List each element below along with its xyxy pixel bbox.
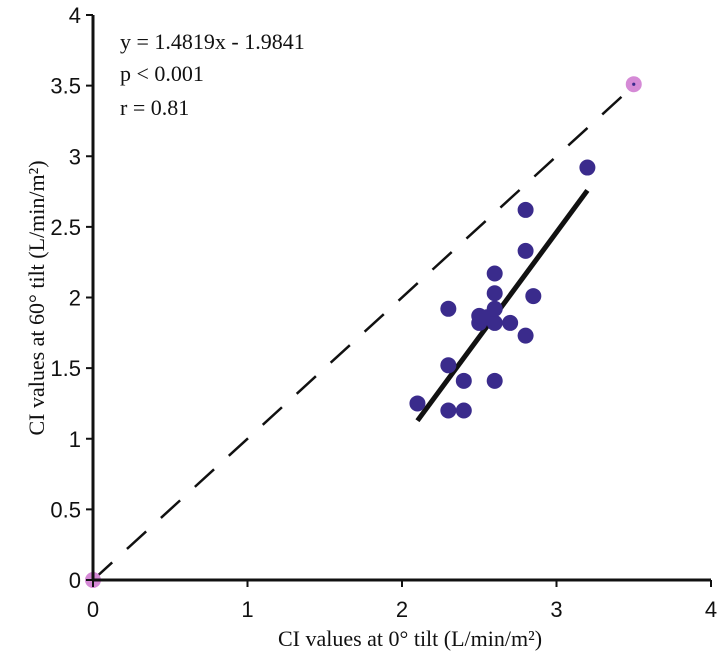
correlation-value: r = 0.81 <box>120 95 189 120</box>
data-point <box>486 300 503 317</box>
data-point <box>486 314 503 331</box>
x-tick-label: 0 <box>87 597 99 622</box>
identity-dashed-line <box>92 84 635 581</box>
y-tick-label: 2 <box>69 286 81 311</box>
y-tick-label: 3 <box>69 144 81 169</box>
y-tick-labels: 0 0.5 1 1.5 2 2.5 3 3.5 4 <box>50 3 81 593</box>
annotation-box: y = 1.4819x - 1.9841 p < 0.001 r = 0.81 <box>110 18 460 178</box>
y-tick-label: 1 <box>69 427 81 452</box>
data-point <box>486 285 503 302</box>
y-tick-label: 4 <box>69 3 81 28</box>
highlight-point-center <box>632 82 636 86</box>
y-tick-label: 2.5 <box>50 215 81 240</box>
y-tick-label: 0.5 <box>50 497 81 522</box>
data-point <box>579 159 596 176</box>
identity-line <box>92 84 635 581</box>
x-tick-label: 3 <box>550 597 562 622</box>
regression-line <box>415 188 590 423</box>
data-point <box>455 402 472 419</box>
data-point <box>525 288 542 305</box>
scatter-points <box>85 76 642 588</box>
data-point <box>517 242 534 259</box>
axes <box>86 14 712 587</box>
p-value: p < 0.001 <box>120 61 204 86</box>
data-point <box>517 201 534 218</box>
regression-equation: y = 1.4819x - 1.9841 <box>120 29 305 54</box>
data-point <box>409 395 426 412</box>
data-point <box>502 314 519 331</box>
x-tick-label: 1 <box>241 597 253 622</box>
y-tick-label: 1.5 <box>50 356 81 381</box>
data-point <box>440 357 457 374</box>
y-tick-label: 0 <box>69 568 81 593</box>
y-axis-title: CI values at 60° tilt (L/min/m²) <box>24 160 49 435</box>
x-tick-label: 2 <box>396 597 408 622</box>
data-point <box>517 327 534 344</box>
x-axis-title: CI values at 0° tilt (L/min/m²) <box>278 626 542 651</box>
data-point <box>440 402 457 419</box>
data-point <box>486 372 503 389</box>
y-tick-label: 3.5 <box>50 74 81 99</box>
data-point <box>455 372 472 389</box>
x-tick-label: 4 <box>705 597 717 622</box>
data-point <box>486 265 503 282</box>
data-point <box>440 300 457 317</box>
x-tick-labels: 0 1 2 3 4 <box>87 597 717 622</box>
regression-solid-line <box>415 188 590 423</box>
